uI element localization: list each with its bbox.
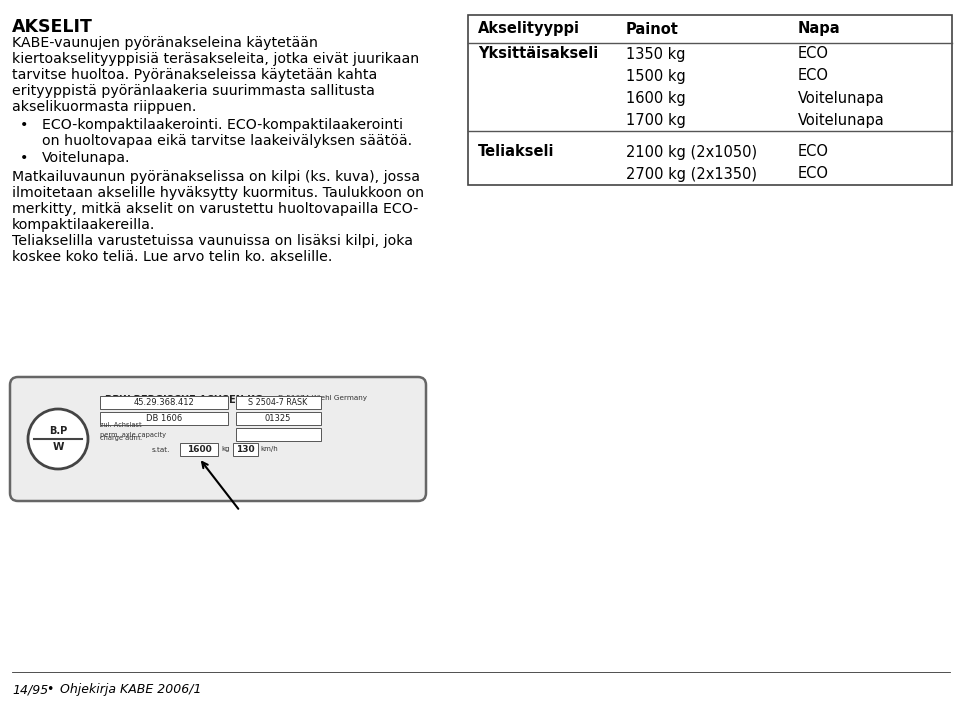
Text: 01325: 01325 <box>265 414 291 423</box>
Text: S 2504-7 RASK: S 2504-7 RASK <box>249 398 307 407</box>
Text: W: W <box>52 442 63 452</box>
Bar <box>236 396 321 409</box>
Text: Voitelunapa.: Voitelunapa. <box>42 151 131 165</box>
Text: 1500 kg: 1500 kg <box>626 69 685 84</box>
Text: 1600: 1600 <box>186 445 211 454</box>
Text: 2700 kg (2x1350): 2700 kg (2x1350) <box>626 166 757 181</box>
Text: ECO-kompaktilaakerointi. ECO-kompaktilaakerointi: ECO-kompaktilaakerointi. ECO-kompaktilaa… <box>42 118 403 132</box>
Text: ilmoitetaan akselille hyväksytty kuormitus. Taulukkoon on: ilmoitetaan akselille hyväksytty kuormit… <box>12 186 424 200</box>
Text: DB 1606: DB 1606 <box>146 414 182 423</box>
Circle shape <box>28 409 88 469</box>
Bar <box>233 443 258 456</box>
Text: ECO: ECO <box>798 144 829 159</box>
Text: D-51674 Wiehl Germany: D-51674 Wiehl Germany <box>278 395 367 401</box>
Text: on huoltovapaa eikä tarvitse laakeivälyksen säätöä.: on huoltovapaa eikä tarvitse laakeivälyk… <box>42 134 412 148</box>
Text: 2100 kg (2x1050): 2100 kg (2x1050) <box>626 144 757 159</box>
Text: km/h: km/h <box>260 447 277 452</box>
Text: Yksittäisakseli: Yksittäisakseli <box>478 47 598 62</box>
Text: Teliakselilla varustetuissa vaunuissa on lisäksi kilpi, joka: Teliakselilla varustetuissa vaunuissa on… <box>12 234 413 248</box>
Text: ECO: ECO <box>798 47 829 62</box>
Text: 1350 kg: 1350 kg <box>626 47 685 62</box>
Text: kompaktilaakereilla.: kompaktilaakereilla. <box>12 218 156 232</box>
Text: charge adm.: charge adm. <box>100 435 142 441</box>
Text: koskee koko teliä. Lue arvo telin ko. akselille.: koskee koko teliä. Lue arvo telin ko. ak… <box>12 250 332 264</box>
Text: perm. axle capacity: perm. axle capacity <box>100 431 166 438</box>
Text: B.P: B.P <box>49 426 67 436</box>
Text: akselikuormasta riippuen.: akselikuormasta riippuen. <box>12 100 197 114</box>
Bar <box>236 412 321 425</box>
Text: erityyppistä pyöränlaakeria suurimmasta sallitusta: erityyppistä pyöränlaakeria suurimmasta … <box>12 84 374 98</box>
Text: •: • <box>20 118 29 132</box>
Text: kiertoakselityyppisiä teräsakseleita, jotka eivät juurikaan: kiertoakselityyppisiä teräsakseleita, jo… <box>12 52 420 66</box>
Bar <box>100 412 228 425</box>
Text: BPW BERGISCHE ACHSEN KG: BPW BERGISCHE ACHSEN KG <box>105 395 263 405</box>
Text: ECO: ECO <box>798 69 829 84</box>
Text: 1700 kg: 1700 kg <box>626 113 685 127</box>
Bar <box>468 15 952 185</box>
Text: •: • <box>46 683 54 697</box>
Bar <box>100 396 228 409</box>
Text: Matkailuvaunun pyöränakselissa on kilpi (ks. kuva), jossa: Matkailuvaunun pyöränakselissa on kilpi … <box>12 170 420 184</box>
Text: Napa: Napa <box>798 21 841 37</box>
Text: merkitty, mitkä akselit on varustettu huoltovapailla ECO-: merkitty, mitkä akselit on varustettu hu… <box>12 202 419 216</box>
Text: Ohjekirja KABE 2006/1: Ohjekirja KABE 2006/1 <box>60 683 202 697</box>
Text: zul. Achslast: zul. Achslast <box>100 422 142 428</box>
Text: kg: kg <box>221 447 229 452</box>
Text: tarvitse huoltoa. Pyöränakseleissa käytetään kahta: tarvitse huoltoa. Pyöränakseleissa käyte… <box>12 68 377 82</box>
Bar <box>180 443 218 456</box>
Text: Akselityyppi: Akselityyppi <box>478 21 580 37</box>
Text: 14/95: 14/95 <box>12 683 48 697</box>
Text: Voitelunapa: Voitelunapa <box>798 113 885 127</box>
Text: Voitelunapa: Voitelunapa <box>798 91 885 105</box>
Text: KABE-vaunujen pyöränakseleina käytetään: KABE-vaunujen pyöränakseleina käytetään <box>12 36 318 50</box>
Text: 45.29.368.412: 45.29.368.412 <box>133 398 194 407</box>
Text: 1600 kg: 1600 kg <box>626 91 685 105</box>
Text: Painot: Painot <box>626 21 679 37</box>
Text: s.tat.: s.tat. <box>152 447 170 452</box>
FancyBboxPatch shape <box>10 377 426 501</box>
Bar <box>236 428 321 441</box>
Text: AKSELIT: AKSELIT <box>12 18 93 36</box>
Text: •: • <box>20 151 29 165</box>
Text: Teliakseli: Teliakseli <box>478 144 555 159</box>
Text: 130: 130 <box>236 445 254 454</box>
Text: ECO: ECO <box>798 166 829 181</box>
